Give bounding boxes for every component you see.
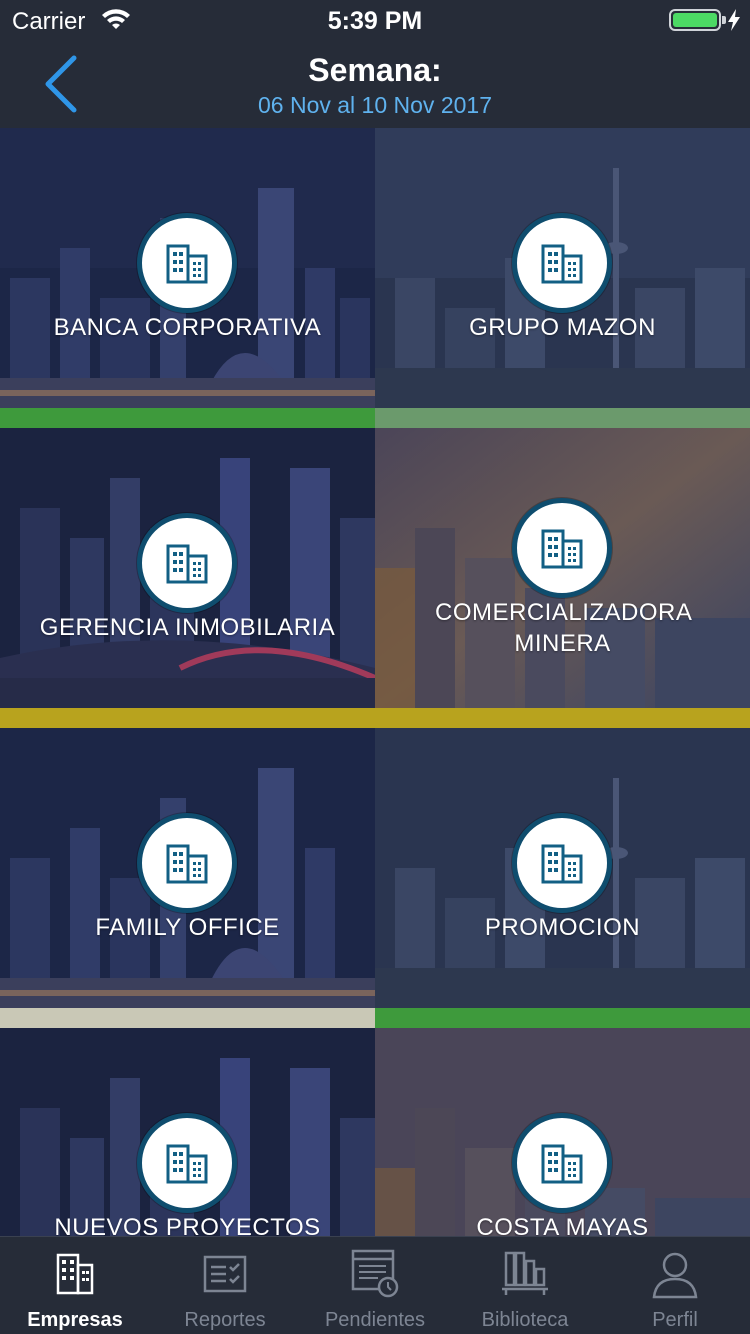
pending-list-icon [351,1249,399,1298]
tab-biblioteca[interactable]: Biblioteca [450,1237,600,1334]
tab-label: Empresas [27,1309,123,1331]
company-name: NUEVOS PROYECTOS [54,1214,321,1236]
tab-perfil[interactable]: Perfil [600,1237,750,1334]
city-background [375,128,750,408]
status-bar-indicator [375,708,750,728]
city-background [375,728,750,1008]
status-bar-indicator [0,708,375,728]
status-bar: Carrier 5:39 PM [0,0,750,40]
company-tile-family-office[interactable]: FAMILY OFFICE [0,728,375,1028]
company-name: COMERCIALIZADORA MINERA [435,599,693,657]
clock: 5:39 PM [327,7,423,35]
company-tile-costa-mayas[interactable]: COSTA MAYAS [375,1028,750,1236]
wifi-icon [102,9,130,29]
status-bar-indicator [375,1008,750,1028]
company-tile-nuevos-proyectos[interactable]: NUEVOS PROYECTOS [0,1028,375,1236]
navigation-bar: Semana: 06 Nov al 10 Nov 2017 [0,40,750,128]
company-name: BANCA CORPORATIVA [53,314,322,341]
building-icon [512,213,612,313]
building-icon [512,813,612,913]
battery-icon [669,9,721,31]
tab-bar: Empresas Reportes Pendientes [0,1236,750,1334]
company-name: FAMILY OFFICE [95,914,280,941]
tab-label: Reportes [184,1309,266,1331]
status-bar-indicator [375,408,750,428]
charging-bolt-icon [728,9,740,31]
building-icon [512,1113,612,1213]
company-tile-banca-corporativa[interactable]: BANCA CORPORATIVA [0,128,375,428]
back-button[interactable] [30,52,90,116]
company-name: PROMOCION [484,914,641,941]
company-name: COSTA MAYAS [476,1214,649,1236]
city-background [0,428,375,708]
status-bar-indicator [0,408,375,428]
week-range: 06 Nov al 10 Nov 2017 [258,92,492,118]
building-icon [137,213,237,313]
tab-pendientes[interactable]: Pendientes [300,1237,450,1334]
page-title: Semana: [308,52,442,88]
carrier-label: Carrier [12,8,86,35]
tab-label: Pendientes [324,1309,426,1331]
profile-icon [652,1252,698,1299]
building-icon [512,498,612,598]
building-icon [56,1253,94,1295]
status-bar-indicator [0,1008,375,1028]
company-tile-comercializadora-minera[interactable]: COMERCIALIZADORA MINERA [375,428,750,728]
company-grid: BANCA CORPORATIVA [0,128,750,1236]
city-background [0,728,375,1008]
library-icon [502,1251,548,1295]
tab-label: Perfil [652,1309,698,1331]
company-tile-gerencia-inmobilaria[interactable]: GERENCIA INMOBILARIA [0,428,375,728]
company-tile-grupo-mazon[interactable]: GRUPO MAZON [375,128,750,428]
building-icon [137,813,237,913]
tab-reportes[interactable]: Reportes [150,1237,300,1334]
building-icon [137,513,237,613]
building-icon [137,1113,237,1213]
battery-level [673,13,717,27]
company-name: GERENCIA INMOBILARIA [39,614,336,641]
report-icon [203,1255,247,1293]
chevron-left-icon [45,55,77,113]
battery-cap [722,16,726,24]
company-name: GRUPO MAZON [469,314,656,341]
company-tile-promocion[interactable]: PROMOCION [375,728,750,1028]
tab-empresas[interactable]: Empresas [0,1237,150,1334]
tab-label: Biblioteca [481,1309,569,1331]
